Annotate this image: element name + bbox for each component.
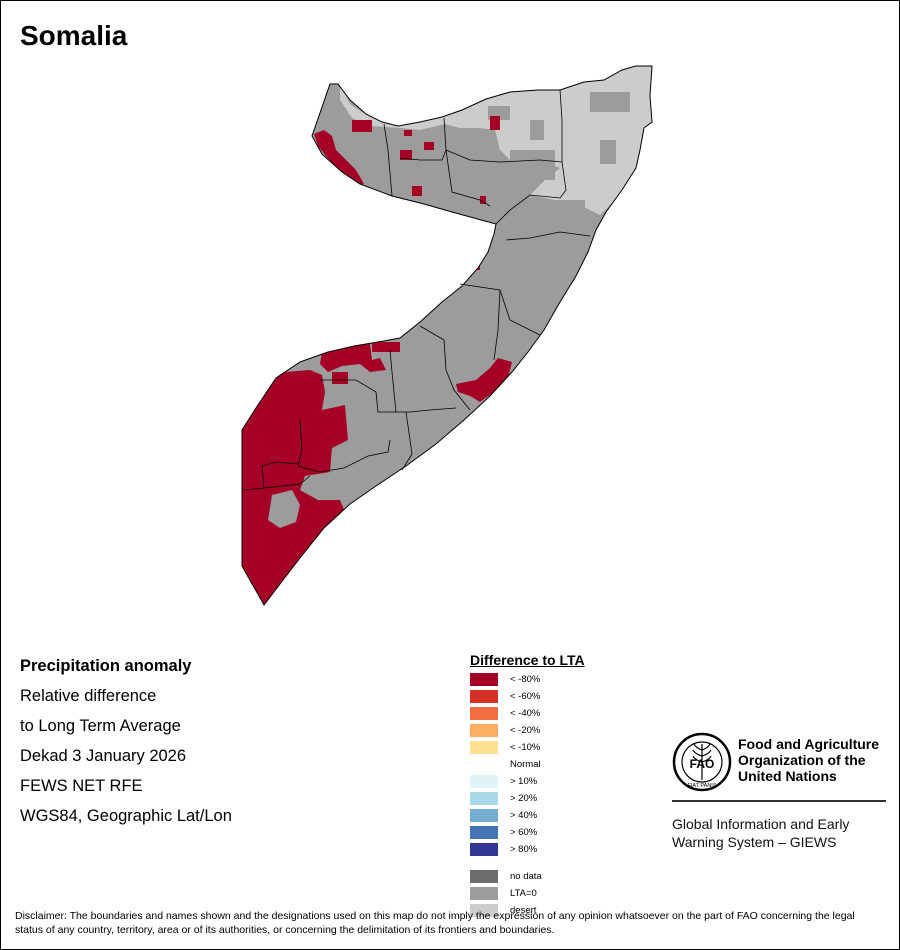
legend-title: Difference to LTA <box>470 652 585 668</box>
lta-patch <box>530 120 544 140</box>
lta-patch <box>600 140 616 164</box>
legend-label: LTA=0 <box>510 888 537 899</box>
giews-line: Global Information and Early <box>672 816 850 832</box>
legend-label: < -20% <box>510 725 541 736</box>
svg-text:FAO: FAO <box>690 757 715 771</box>
legend-item: < -80% <box>470 671 650 688</box>
dry-anomaly <box>400 150 412 160</box>
legend-item: < -60% <box>470 688 650 705</box>
lta-patch <box>510 150 555 180</box>
dry-anomaly <box>372 342 400 352</box>
info-line: Relative difference <box>20 687 157 705</box>
fao-logo-icon: FAO FIAT PANIS <box>672 732 732 792</box>
legend-swatch <box>470 792 498 805</box>
dry-anomaly <box>412 186 422 196</box>
legend-item: > 20% <box>470 790 650 807</box>
info-heading: Precipitation anomaly <box>20 657 192 675</box>
lta-patch <box>590 92 630 112</box>
fao-name-line: Organization of the <box>738 752 866 768</box>
legend-item: > 80% <box>470 841 650 858</box>
dry-anomaly <box>456 358 512 402</box>
fao-name-line: United Nations <box>738 768 837 784</box>
legend-item: > 60% <box>470 824 650 841</box>
svg-text:FIAT PANIS: FIAT PANIS <box>687 783 716 789</box>
legend-item: < -40% <box>470 705 650 722</box>
legend-swatch <box>470 870 498 883</box>
legend-swatch <box>470 741 498 754</box>
legend-item: > 40% <box>470 807 650 824</box>
legend-item: < -20% <box>470 722 650 739</box>
legend-label: Normal <box>510 759 541 770</box>
legend-swatch <box>470 887 498 900</box>
legend-swatch <box>470 673 498 686</box>
dry-anomaly <box>404 130 412 136</box>
lta-patch <box>268 490 300 528</box>
legend-label: > 80% <box>510 844 538 855</box>
legend-item: Normal <box>470 756 650 773</box>
info-projection: WGS84, Geographic Lat/Lon <box>20 807 232 825</box>
legend: Difference to LTA < -80% < -60% < -40% < -2… <box>470 652 650 919</box>
legend-label: desert <box>510 905 537 916</box>
legend-swatch <box>470 758 498 771</box>
info-source: FEWS NET RFE <box>20 777 143 795</box>
legend-item: < -10% <box>470 739 650 756</box>
legend-swatch <box>470 724 498 737</box>
legend-label: > 20% <box>510 793 538 804</box>
somalia-map <box>241 65 653 606</box>
legend-swatch <box>470 707 498 720</box>
info-line: to Long Term Average <box>20 717 181 735</box>
legend-swatch <box>470 826 498 839</box>
dry-anomaly <box>480 196 486 204</box>
map-title: Somalia <box>20 20 128 51</box>
dry-anomaly-northwest <box>314 130 364 184</box>
legend-item: > 10% <box>470 773 650 790</box>
fao-name-line: Food and Agriculture <box>738 736 880 752</box>
legend-label: > 10% <box>510 776 538 787</box>
dry-anomaly <box>490 116 500 130</box>
legend-label: < -60% <box>510 691 541 702</box>
legend-label: > 60% <box>510 827 538 838</box>
legend-item: no data <box>470 868 650 885</box>
map-info: Precipitation anomaly Relative differenc… <box>20 656 232 836</box>
region-boundaries <box>243 89 591 491</box>
legend-item: LTA=0 <box>470 885 650 902</box>
info-date: Dekad 3 January 2026 <box>20 747 187 765</box>
legend-swatch <box>470 775 498 788</box>
fao-name: Food and Agriculture Organization of the… <box>738 736 879 784</box>
legend-label: < -80% <box>510 674 541 685</box>
giews-line: Warning System – GIEWS <box>672 834 837 850</box>
legend-swatch <box>470 843 498 856</box>
dry-anomaly <box>424 142 434 150</box>
legend-label: no data <box>510 871 542 882</box>
dry-anomaly <box>352 120 372 132</box>
legend-swatch <box>470 809 498 822</box>
legend-swatch <box>470 904 498 917</box>
legend-item: desert <box>470 902 650 919</box>
legend-label: < -10% <box>510 742 541 753</box>
giews-name: Global Information and Early Warning Sys… <box>672 815 849 851</box>
lta-patch <box>545 200 585 230</box>
legend-swatch <box>470 690 498 703</box>
divider <box>672 800 886 802</box>
dry-anomaly <box>332 372 348 384</box>
dry-anomaly <box>320 344 386 372</box>
desert-area <box>340 66 652 215</box>
legend-label: < -40% <box>510 708 541 719</box>
legend-label: > 40% <box>510 810 538 821</box>
disclaimer: Disclaimer: The boundaries and names sho… <box>15 910 855 936</box>
